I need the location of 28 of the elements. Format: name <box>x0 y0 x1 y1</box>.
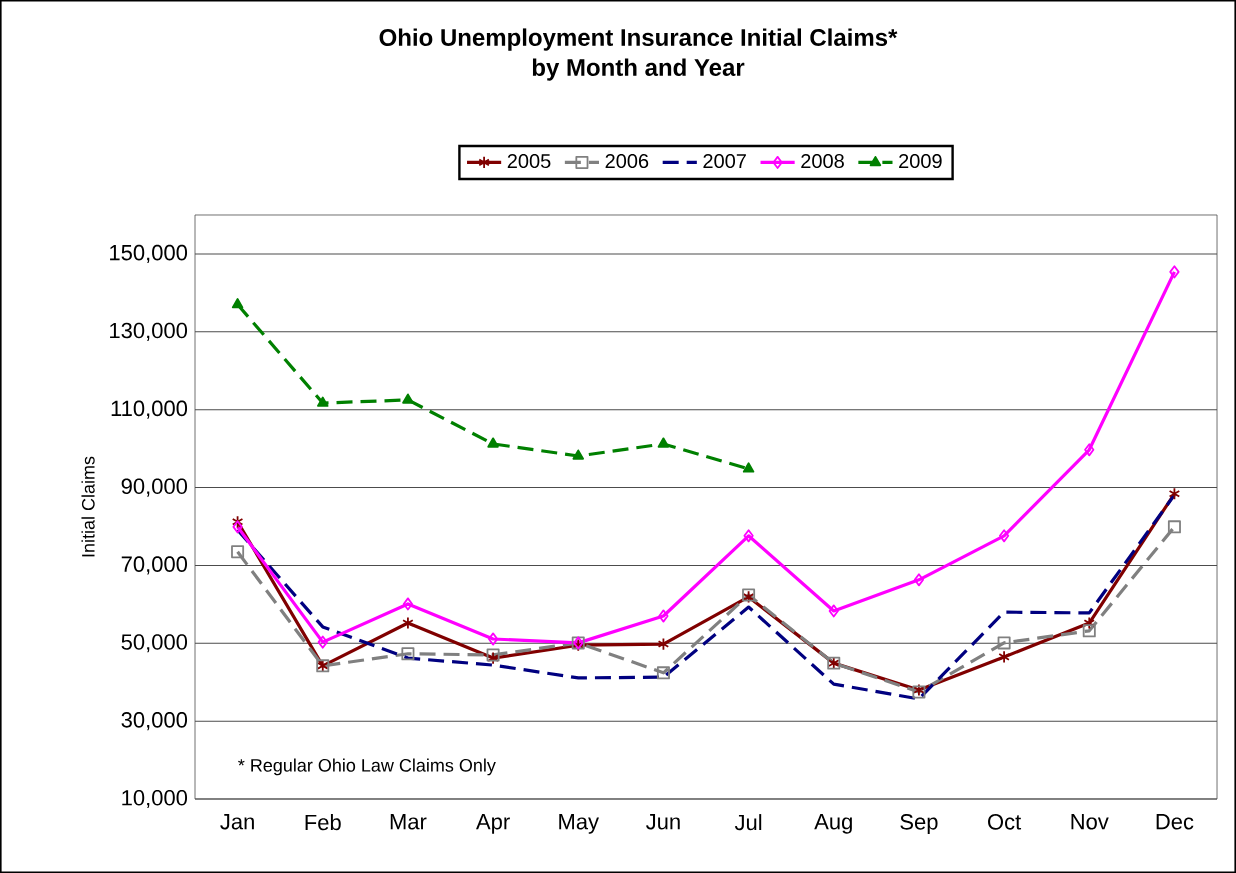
legend-label: 2009 <box>899 153 942 169</box>
y-axis-title: Initial Claims <box>81 456 95 557</box>
x-tick-label: Feb <box>305 814 341 831</box>
x-tick-label: Sep <box>900 814 938 834</box>
x-tick-label: Jun <box>646 814 680 830</box>
y-tick-label: 110,000 <box>111 400 188 419</box>
y-tick-label: 70,000 <box>121 556 188 575</box>
y-tick-label: 150,000 <box>110 244 188 264</box>
x-tick-label: May <box>559 814 599 834</box>
x-tick-label: Oct <box>988 814 1022 830</box>
legend-label: 2005 <box>507 153 551 169</box>
x-tick-label: Jul <box>734 814 762 831</box>
y-tick-label: 50,000 <box>121 634 188 653</box>
legend-label: 2007 <box>703 153 746 169</box>
y-tick-label: 130,000 <box>110 322 188 341</box>
legend-label: 2008 <box>801 153 844 169</box>
legend-label: 2006 <box>605 153 649 169</box>
x-tick-label: Aug <box>814 814 852 834</box>
x-tick-label: Jan <box>220 814 254 830</box>
chart-title: Ohio Unemployment Insurance Initial Claims* by Month and Year <box>379 28 898 81</box>
annotation: * Regular Ohio Law Claims Only <box>238 758 496 776</box>
x-tick-label: Mar <box>390 814 427 830</box>
x-tick-label: Dec <box>1156 814 1194 830</box>
y-tick-label: 90,000 <box>121 478 188 497</box>
y-tick-label: 10,000 <box>122 789 188 809</box>
x-tick-label: Apr <box>476 814 510 834</box>
x-tick-label: Nov <box>1071 814 1109 830</box>
y-tick-label: 30,000 <box>121 712 188 731</box>
